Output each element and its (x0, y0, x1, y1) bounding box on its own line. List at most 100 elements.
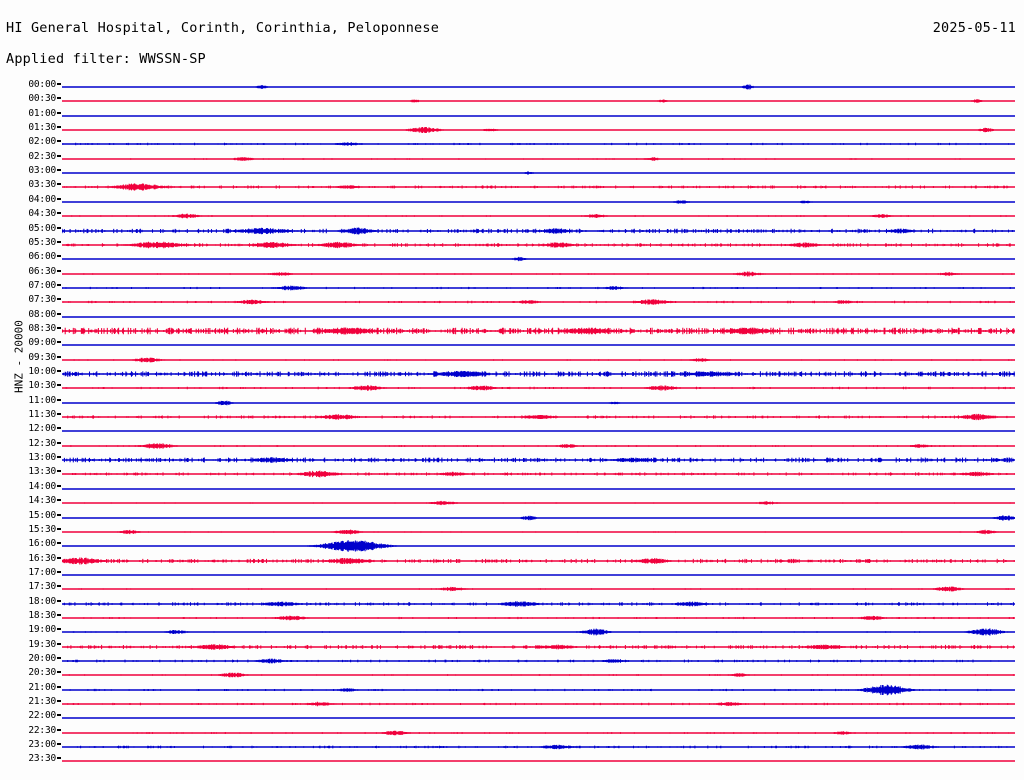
trace-row: 07:30 (0, 295, 1024, 309)
trace-time-label: 09:00 (28, 337, 56, 349)
trace-row: 09:00 (0, 338, 1024, 352)
axis-tick (57, 613, 61, 616)
axis-tick (57, 226, 61, 229)
trace-row: 13:30 (0, 467, 1024, 481)
axis-tick (57, 499, 61, 502)
trace-row: 20:00 (0, 654, 1024, 668)
seismic-trace (62, 227, 1015, 234)
record-date: 2025-05-11 (932, 20, 1016, 36)
page-title: HI General Hospital, Corinth, Corinthia,… (6, 20, 440, 36)
trace-time-label: 23:30 (28, 753, 56, 765)
applied-filter-label: Applied filter: WWSSN-SP (6, 51, 206, 67)
trace-row: 18:00 (0, 596, 1024, 611)
trace-row: 19:00 (0, 625, 1024, 639)
axis-tick (57, 642, 61, 645)
trace-time-label: 19:30 (28, 638, 56, 650)
axis-tick (57, 599, 61, 602)
axis-tick (57, 355, 61, 358)
seismic-trace (62, 760, 1015, 763)
seismic-trace (62, 213, 1015, 219)
trace-time-label: 08:00 (28, 308, 56, 320)
axis-tick (57, 585, 61, 588)
axis-tick (57, 527, 61, 530)
trace-row: 02:00 (0, 137, 1024, 151)
trace-time-label: 10:00 (28, 366, 56, 377)
seismic-trace (62, 357, 1015, 363)
trace-time-label: 02:30 (28, 150, 56, 162)
axis-tick (57, 456, 61, 459)
seismic-trace (62, 615, 1015, 621)
seismic-trace (62, 114, 1015, 117)
trace-row: 01:30 (0, 123, 1024, 137)
trace-time-label: 18:30 (28, 609, 56, 621)
axis-tick (57, 269, 61, 272)
seismic-trace (62, 471, 1015, 478)
trace-time-label: 21:00 (28, 681, 56, 693)
axis-tick (57, 441, 61, 444)
trace-row: 08:00 (0, 308, 1024, 324)
trace-time-label: 12:30 (28, 437, 56, 449)
seismic-trace (62, 171, 1015, 175)
trace-row: 22:30 (0, 725, 1024, 740)
helicorder-plot-area: 00:00 00:30 01:00 01:30 02:00 02:30 03:00 03:30… (0, 80, 1024, 772)
trace-time-label: 22:00 (28, 710, 56, 722)
trace-time-label: 10:30 (28, 380, 56, 392)
trace-row: 21:30 (0, 697, 1024, 711)
trace-time-label: 01:30 (28, 122, 56, 134)
axis-tick (57, 398, 61, 401)
axis-tick (57, 685, 61, 688)
seismic-trace (62, 127, 1015, 134)
axis-tick (57, 341, 61, 344)
trace-row: 19:30 (0, 638, 1024, 654)
axis-tick (57, 283, 61, 286)
seismic-trace (62, 501, 1015, 506)
trace-row: 23:00 (0, 740, 1024, 754)
trace-row: 14:30 (0, 496, 1024, 510)
seismic-trace (62, 730, 1015, 736)
axis-tick (57, 743, 61, 746)
seismic-trace (62, 400, 1015, 405)
trace-time-label: 07:00 (28, 279, 56, 291)
trace-row: 12:30 (0, 437, 1024, 453)
trace-row: 11:30 (0, 410, 1024, 424)
trace-row: 03:30 (0, 180, 1024, 194)
seismic-trace (62, 540, 1015, 553)
trace-time-label: 11:00 (28, 394, 56, 406)
seismic-trace (62, 183, 1015, 192)
seismic-trace (62, 628, 1015, 636)
seismic-trace (62, 385, 1015, 392)
seismic-trace (62, 327, 1015, 335)
trace-time-label: 05:30 (28, 236, 56, 248)
trace-time-label: 15:00 (28, 509, 56, 521)
trace-time-label: 09:30 (28, 351, 56, 363)
axis-tick (57, 212, 61, 215)
axis-tick (57, 97, 61, 100)
axis-tick (57, 312, 61, 315)
trace-row: 03:00 (0, 166, 1024, 180)
axis-tick (57, 714, 61, 717)
trace-time-label: 12:00 (28, 423, 56, 435)
trace-row: 23:30 (0, 754, 1024, 768)
trace-time-label: 23:00 (28, 739, 56, 751)
axis-tick (57, 556, 61, 559)
axis-tick (57, 542, 61, 545)
seismic-trace (62, 156, 1015, 161)
axis-tick (57, 628, 61, 631)
trace-row: 17:30 (0, 582, 1024, 596)
trace-row: 10:00 (0, 367, 1024, 381)
seismic-trace (62, 586, 1015, 592)
axis-tick (57, 700, 61, 703)
seismic-trace (62, 684, 1015, 695)
axis-tick (57, 197, 61, 200)
trace-row: 06:30 (0, 266, 1024, 281)
trace-row: 07:00 (0, 279, 1024, 295)
axis-tick (57, 140, 61, 143)
seismic-trace (62, 557, 1015, 565)
axis-tick (57, 427, 61, 430)
seismic-trace (62, 84, 1015, 90)
trace-row: 10:30 (0, 381, 1024, 395)
axis-tick (57, 484, 61, 487)
seismic-trace (62, 701, 1015, 707)
trace-row: 22:00 (0, 711, 1024, 725)
